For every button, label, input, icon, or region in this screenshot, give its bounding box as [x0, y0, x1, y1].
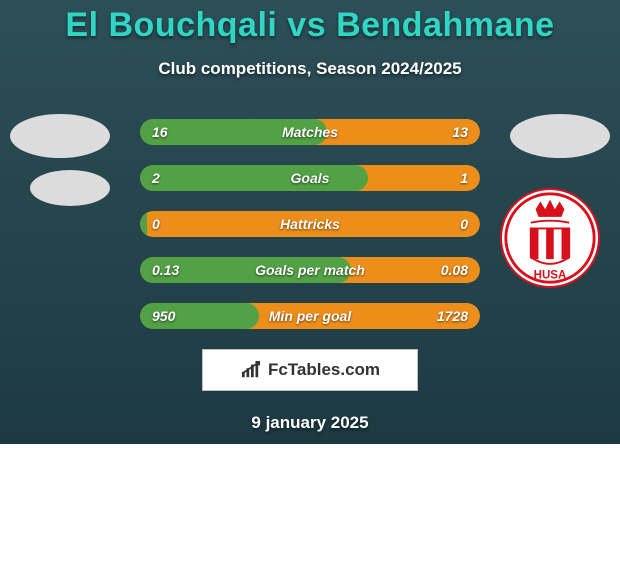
stat-bar-label: Min per goal — [140, 303, 480, 329]
player-right-crest: HUSA — [500, 188, 600, 288]
avatar-placeholder-ellipse — [30, 170, 110, 206]
bottom-panel — [0, 444, 620, 580]
branding-box: FcTables.com — [202, 349, 418, 391]
stat-bar-right-value: 0.08 — [441, 257, 468, 283]
branding-text: FcTables.com — [268, 360, 380, 380]
crest-text: HUSA — [534, 269, 567, 281]
stat-bar-row: Hattricks0 0 — [140, 211, 480, 237]
top-panel: El Bouchqali vs Bendahmane Club competit… — [0, 0, 620, 444]
stat-bar-right-value: 1728 — [437, 303, 468, 329]
stat-bar-label: Goals — [140, 165, 480, 191]
stat-bar-right-value: 1 — [460, 165, 468, 191]
stat-bar-left-value: 0 — [152, 211, 160, 237]
stat-bar-left-value: 950 — [152, 303, 175, 329]
stat-bar-label: Goals per match — [140, 257, 480, 283]
stat-bar-row: Goals2 1 — [140, 165, 480, 191]
title-right-name: Bendahmane — [336, 6, 555, 44]
avatar-placeholder-ellipse — [510, 114, 610, 158]
bar-chart-icon — [240, 361, 262, 379]
stat-bar-row: Min per goal950 1728 — [140, 303, 480, 329]
stat-bar-left-value: 16 — [152, 119, 168, 145]
stat-bar-right-value: 13 — [452, 119, 468, 145]
player-left-avatar — [10, 112, 110, 212]
crest-icon: HUSA — [502, 190, 598, 286]
stat-bar-row: Goals per match0.13 0.08 — [140, 257, 480, 283]
stat-bar-row: Matches16 13 — [140, 119, 480, 145]
title: El Bouchqali vs Bendahmane — [0, 6, 620, 45]
stat-bar-right-value: 0 — [460, 211, 468, 237]
stat-bar-label: Hattricks — [140, 211, 480, 237]
subtitle: Club competitions, Season 2024/2025 — [0, 59, 620, 79]
stat-bar-left-value: 0.13 — [152, 257, 179, 283]
title-vs: vs — [287, 6, 326, 44]
date-text: 9 january 2025 — [0, 413, 620, 433]
stat-bar-label: Matches — [140, 119, 480, 145]
stat-bar-left-value: 2 — [152, 165, 160, 191]
title-left-name: El Bouchqali — [65, 6, 277, 44]
infographic-root: El Bouchqali vs Bendahmane Club competit… — [0, 0, 620, 580]
avatar-placeholder-ellipse — [10, 114, 110, 158]
